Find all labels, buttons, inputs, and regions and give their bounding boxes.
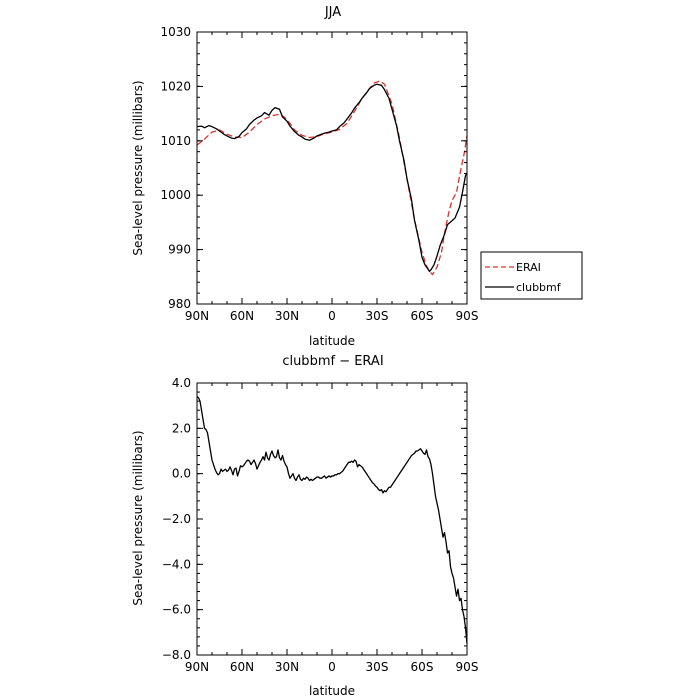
bottom-chart-y-tick-label: 2.0 [172, 421, 191, 435]
top-chart-series-line-erai [196, 80, 468, 276]
bottom-chart-x-tick-label: 90N [185, 660, 209, 674]
top-chart-series-line-clubbmf [196, 83, 468, 273]
bottom-chart-axes: 90N 60N 30N 0 30S 60S 90S 4.0 2.0 0.0 −2.0 −4.0 −6.0… [162, 376, 479, 674]
bottom-chart-frame [196, 382, 468, 656]
top-chart-ylabel: Sea-level pressure (millibars) [131, 80, 145, 255]
top-chart-x-tick-label: 30N [275, 309, 299, 323]
legend-erai-label: ERAI [516, 261, 541, 274]
top-chart-y-tick-label: 1030 [160, 25, 191, 39]
top-chart-x-tick-label: 90N [185, 309, 209, 323]
top-chart-x-tick-label: 90S [456, 309, 479, 323]
bottom-chart-panel: clubbmf − ERAI Sea-level pressure (milli… [131, 354, 478, 698]
top-chart-frame [196, 31, 468, 305]
bottom-chart-y-tick-label: −6.0 [162, 603, 191, 617]
bottom-chart-x-tick-label: 30S [366, 660, 389, 674]
top-chart-y-tick-label: 990 [168, 243, 191, 257]
bottom-chart-x-tick-label: 90S [456, 660, 479, 674]
bottom-chart-x-tick-label: 60N [230, 660, 254, 674]
bottom-chart-series-line-difference [196, 396, 468, 644]
bottom-chart-y-tick-label: −4.0 [162, 557, 191, 571]
top-chart-x-tick-label: 60S [411, 309, 434, 323]
legend-box [480, 251, 583, 300]
bottom-chart-x-tick-label: 0 [328, 660, 336, 674]
top-chart-xlabel: latitude [309, 334, 355, 348]
top-chart-x-tick-label: 30S [366, 309, 389, 323]
top-chart-panel: JJA Sea-level pressure (millibars) latit… [131, 5, 478, 348]
bottom-chart-series-group [196, 396, 468, 644]
top-chart-axes: 90N 60N 30N 0 30S 60S 90S 980 990 1000 1010 1020 103… [160, 25, 478, 323]
legend-clubbmf-label: clubbmf [516, 281, 562, 294]
bottom-chart-x-tick-label: 60S [411, 660, 434, 674]
top-chart-title: JJA [324, 5, 341, 20]
bottom-chart-y-tick-label: −2.0 [162, 512, 191, 526]
bottom-chart-y-tick-label: 0.0 [172, 467, 191, 481]
top-chart-x-tick-label: 0 [328, 309, 336, 323]
bottom-chart-y-tick-label: 4.0 [172, 376, 191, 390]
top-chart-y-tick-label: 1020 [160, 79, 191, 93]
bottom-chart-y-tick-label: −8.0 [162, 648, 191, 662]
top-chart-x-tick-label: 60N [230, 309, 254, 323]
legend: ERAI clubbmf [480, 251, 583, 300]
bottom-chart-ylabel: Sea-level pressure (millibars) [131, 430, 145, 605]
top-chart-series-group [196, 80, 468, 276]
top-chart-y-tick-label: 980 [168, 297, 191, 311]
top-chart-y-tick-label: 1010 [160, 134, 191, 148]
top-chart-y-tick-label: 1000 [160, 188, 191, 202]
bottom-chart-x-tick-label: 30N [275, 660, 299, 674]
bottom-chart-title: clubbmf − ERAI [282, 354, 383, 369]
bottom-chart-xlabel: latitude [309, 684, 355, 698]
